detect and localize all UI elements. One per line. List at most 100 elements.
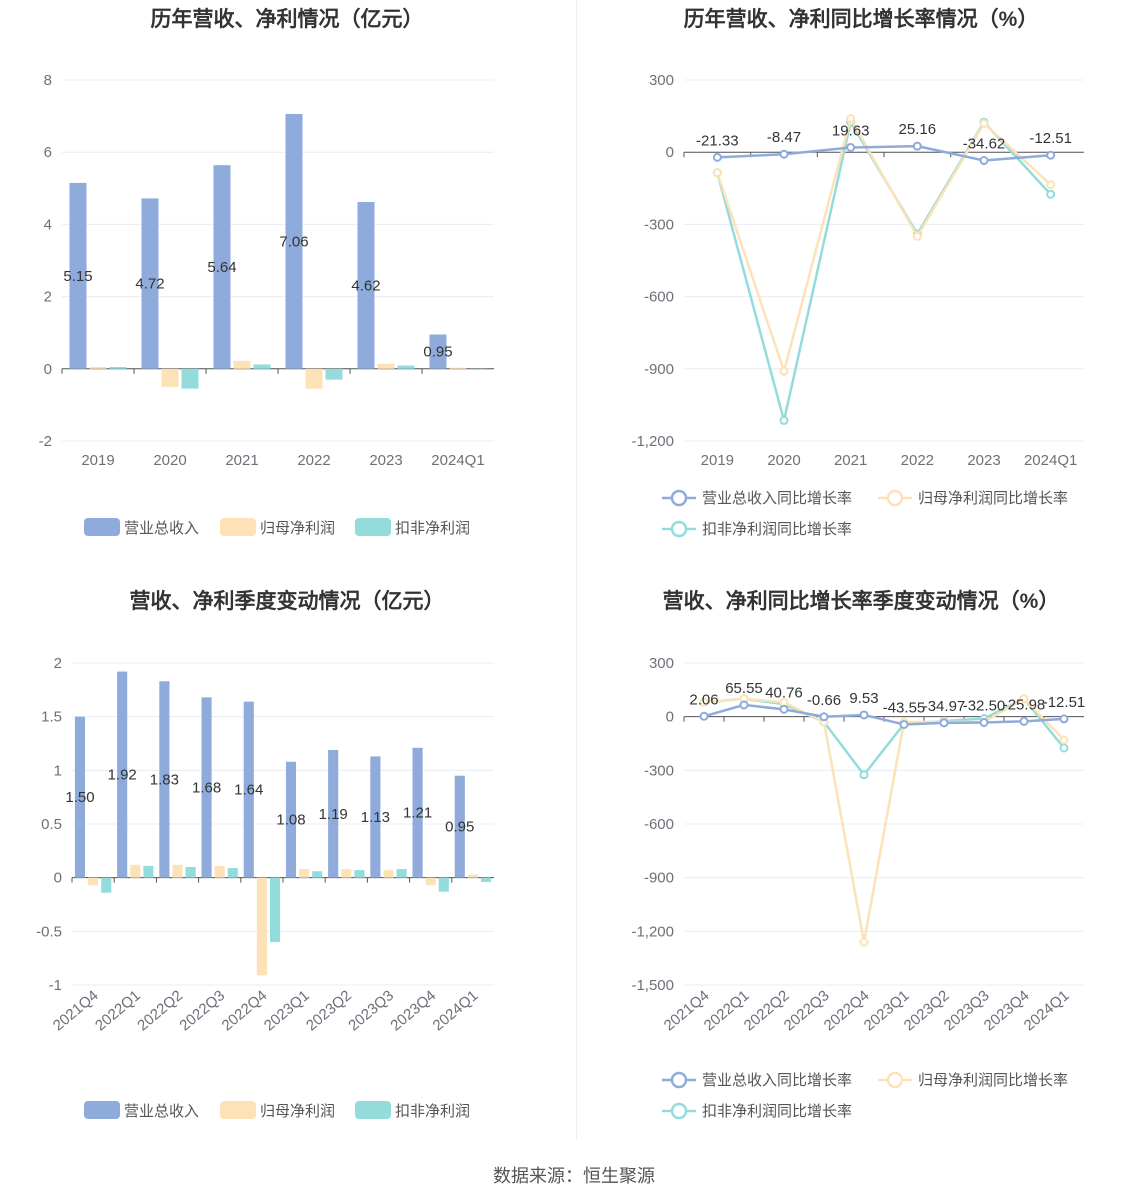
bar-revenue [74,716,86,878]
series-point [859,770,869,780]
bar-revenue [141,198,159,369]
legend-label: 营业总收入 [124,520,199,537]
legend-label: 营业总收入 [124,1103,199,1120]
series-point [779,366,789,376]
legend-label: 归母净利润同比增长率 [918,490,1068,507]
y-tick-label: 6 [44,144,52,161]
bar-deducted-net-profit [325,368,343,380]
line-data-label: -21.33 [696,132,739,149]
series-point [1019,716,1029,726]
bar-revenue [357,202,375,369]
series-point [699,697,709,707]
bar-deducted-net-profit [101,877,112,893]
series-point [779,704,789,714]
bar-parent-net-profit [377,363,395,369]
legend-label: 扣非净利润同比增长率 [702,1103,852,1120]
x-tick-label: 2023Q3 [345,987,397,1034]
series-point [1059,714,1069,724]
bar-parent-net-profit [305,368,323,389]
legend-label: 归母净利润 [260,1103,335,1120]
x-tick-label: 2019 [81,452,114,469]
bar-deducted-net-profit [185,866,196,878]
legend-label: 归母净利润同比增长率 [918,1072,1068,1089]
series-point [939,718,949,728]
y-tick-label: 1.5 [41,709,62,726]
series-point [859,937,869,947]
chart-annual-revenue-profit: 历年营收、净利情况（亿元） -2 0 2 4 6 8 2019 2020 2021 2022 2023… [0,0,574,580]
series-point [912,141,922,151]
bar-deducted-net-profit [227,868,238,878]
bar-parent-net-profit [467,874,478,878]
chart-svg-quarterly-growth-rate: 营收、净利同比增长率季度变动情况（%） -1,500 -1,200 -900 -600 -… [631,589,1086,1120]
panel-divider [576,0,577,1140]
bar-data-label: 5.64 [207,259,236,276]
y-tick-label: 1 [54,762,62,779]
bar-revenue [328,749,339,878]
legend-label: 扣非净利润同比增长率 [702,521,852,538]
line-data-label: -43.55 [883,699,926,716]
bar-parent-net-profit [88,877,99,886]
legend-label: 归母净利润 [260,520,335,537]
bar-parent-net-profit [89,366,107,369]
bar-data-label: 5.15 [63,268,92,285]
x-tick-label: 2022Q4 [219,987,271,1034]
series-line [716,115,1052,376]
x-tick-label: 2024Q1 [1024,452,1077,469]
bar-deducted-net-profit [269,877,281,943]
chart-title: 历年营收、净利情况（亿元） [151,7,424,31]
bar-data-label: 4.72 [135,276,164,293]
y-tick-label: 0 [666,709,674,726]
series-point [912,231,922,241]
legend-label: 营业总收入同比增长率 [702,1072,852,1089]
line-data-label: 19.63 [832,122,870,139]
series-point [899,719,909,729]
bar-revenue [412,747,423,878]
bar-revenue [243,701,254,878]
bar-parent-net-profit [449,367,467,369]
legend-swatch [84,518,120,536]
y-tick-label: 2 [54,655,62,672]
series-point [712,168,722,178]
legend-label: 扣非净利润 [395,1103,470,1120]
chart-svg-quarterly-revenue-profit: 营收、净利季度变动情况（亿元）-1-0.500.511.522021Q42022… [36,589,494,1120]
line-data-label: -8.47 [767,129,801,146]
bar-data-label: 1.92 [108,767,137,784]
x-tick-label: 2022 [901,452,934,469]
bar-parent-net-profit [256,877,267,976]
line-data-label: 9.53 [849,690,878,707]
legend-swatch [84,1101,120,1119]
series-point [712,152,722,162]
x-tick-label: 2023Q1 [261,987,313,1034]
bar-data-label: 0.95 [445,819,474,836]
x-tick-label: 2023 [967,452,1000,469]
chart-annual-growth-rate: 历年营收、净利同比增长率情况（%） -1,200 -900 -600 -300 0 300 2… [574,0,1148,580]
x-tick-label: 2023 [369,452,402,469]
bar-data-label: 1.21 [403,805,432,822]
chart-quarterly-growth-rate: 营收、净利同比增长率季度变动情况（%） -1,500 -1,200 -900 -600 -… [574,582,1148,1162]
y-tick-label: -600 [644,816,674,833]
bar-parent-net-profit [233,360,251,369]
y-tick-label: -1 [49,977,62,994]
line-data-label: -0.66 [807,692,841,709]
series-line [717,144,1051,162]
x-tick-label: 2021 [834,452,867,469]
bar-deducted-net-profit [438,877,449,892]
y-tick-label: 2 [44,289,52,306]
chart-title: 历年营收、净利同比增长率情况（%） [684,7,1039,31]
bar-revenue [429,334,447,369]
bar-deducted-net-profit [396,869,407,878]
bar-parent-net-profit [425,877,436,886]
line-data-label: -34.97 [923,698,966,715]
bar-revenue [454,775,465,878]
line-data-label: -12.51 [1043,694,1086,711]
series-line [716,118,1052,421]
bar-data-label: 1.13 [361,809,390,826]
x-tick-label: 2022Q1 [92,987,144,1034]
series-line [703,703,1065,726]
legend-marker [670,1071,688,1089]
x-tick-label: 2021 [225,452,258,469]
line-data-label: -34.62 [963,136,1006,153]
bar-revenue [285,761,297,878]
bar-parent-net-profit [299,869,310,878]
chart-title: 营收、净利同比增长率季度变动情况（%） [663,589,1060,613]
